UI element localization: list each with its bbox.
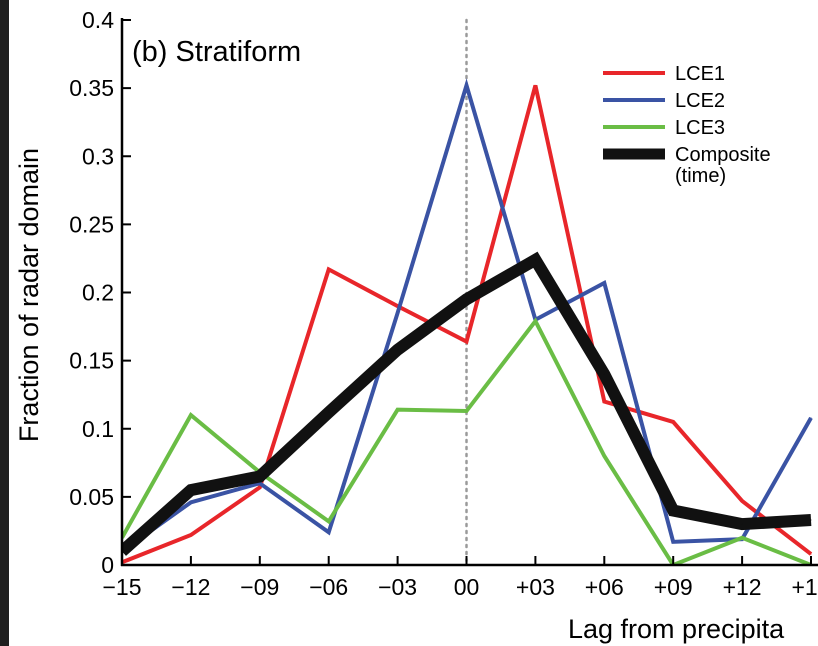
legend-label: LCE3 [675,117,725,139]
data-point-lce1-1 [190,534,192,536]
series-lce1 [122,84,813,565]
data-point-lce2-10 [810,417,812,419]
y-tick-label: 0.3 [82,143,114,169]
legend-label: LCE2 [675,90,725,112]
data-point-composite-5 [466,298,467,300]
x-tick-label: +15 [791,574,818,600]
legend-entry-lce3: LCE3 [603,117,725,139]
legend-entry-lce1: LCE1 [603,63,725,85]
y-tick-label: 0 [101,552,114,578]
y-tick-label: 0.15 [69,348,114,374]
data-point-lce1-3 [328,268,330,270]
data-point-composite-4 [397,349,399,351]
data-point-composite-8 [672,510,674,511]
x-tick-label: −12 [171,574,210,600]
x-axis-label: Lag from precipita [568,614,785,644]
y-tick-label: 0.1 [82,416,114,442]
x-tick-label: −06 [309,574,348,600]
data-point-lce1-7 [603,401,605,402]
data-point-lce2-5 [466,84,467,86]
data-point-composite-3 [328,411,330,413]
legend-label: Composite [675,144,771,166]
data-point-composite-10 [810,519,812,521]
data-point-lce3-6 [534,320,536,322]
legend-entry-lce2: LCE2 [603,90,725,112]
x-tick-label: +06 [585,574,624,600]
data-point-composite-2 [259,475,261,477]
data-point-lce1-10 [810,553,812,555]
y-tick-label: 0.05 [69,484,114,510]
legend-label-line2: (time) [675,165,726,187]
series-composite [122,251,812,556]
data-point-lce1-6 [534,84,536,86]
chart-title: (b) Stratiform [132,36,301,68]
x-tick-label: 00 [454,574,480,600]
series-layer [122,78,813,565]
data-point-lce3-4 [397,409,399,411]
y-tick-label: 0.25 [69,211,114,237]
y-axis-label: Fraction of radar domain [14,148,44,442]
data-point-lce3-7 [603,455,605,457]
legend-entry-composite: Composite(time) [603,144,771,187]
data-point-lce1-5 [466,341,467,343]
data-point-composite-1 [190,489,192,491]
x-tick-label: +12 [723,574,762,600]
y-tick-label: 0.4 [82,7,114,33]
data-point-lce2-7 [603,282,605,284]
data-point-lce2-3 [328,531,330,533]
data-point-composite-6 [534,259,536,261]
data-point-lce3-3 [328,520,330,522]
data-point-lce2-1 [190,501,192,503]
ticks-layer: 0 0.05 0.1 0.15 0.2 0.25 0.3 0.35 0.4 −15 −12 −09 −0… [69,7,818,600]
x-tick-label: −15 [102,574,141,600]
data-point-lce2-4 [397,312,399,314]
data-point-lce2-8 [672,541,674,543]
x-tick-label: −09 [240,574,279,600]
data-point-lce3-1 [190,414,192,416]
data-point-lce1-9 [741,500,743,502]
left-edge-bar [0,0,9,646]
data-point-lce3-5 [466,410,467,412]
legend: LCE1 LCE2 LCE3 Composite(time) [603,63,771,187]
data-point-lce2-2 [259,482,261,484]
x-tick-label: −03 [378,574,417,600]
y-tick-label: 0.35 [69,75,114,101]
x-tick-label: +03 [516,574,555,600]
data-point-lce3-9 [741,537,743,539]
data-point-lce1-8 [672,421,674,423]
legend-label: LCE1 [675,63,725,85]
data-point-composite-7 [603,373,605,375]
y-tick-label: 0.2 [82,280,114,306]
x-tick-label: +09 [654,574,693,600]
data-point-composite-9 [741,523,743,525]
data-point-lce1-2 [259,486,261,488]
